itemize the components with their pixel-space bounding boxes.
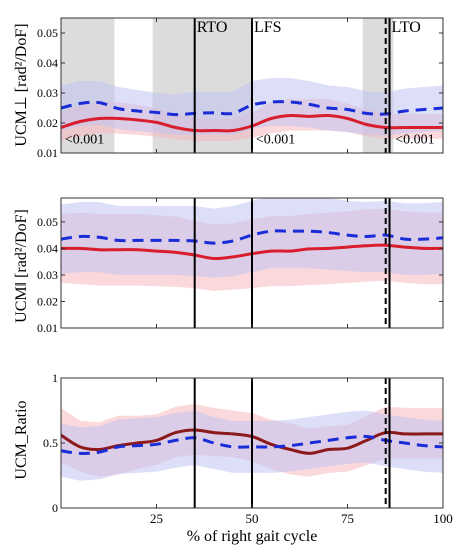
x-tick-label: 25 [150, 511, 163, 526]
y-tick-label: 0 [52, 501, 58, 515]
y-tick-label: 0.04 [37, 241, 58, 255]
x-tick-label: 50 [246, 511, 259, 526]
x-tick-label: 100 [433, 511, 453, 526]
y-tick-label: 0.02 [37, 294, 58, 308]
y-tick-label: 0.5 [43, 436, 58, 450]
y-axis-label: UCM‖ [rad²/DoF] [13, 209, 30, 323]
x-axis-label: % of right gait cycle [187, 528, 318, 545]
event-label: LTO [392, 19, 421, 36]
y-axis-label: UCM_Ratio [13, 400, 30, 479]
chart-panel-2: 0.01 0.02 0.03 0.04 0.05 UCM‖ [rad²/DoF] [13, 197, 444, 335]
y-tick-label: 0.03 [37, 86, 58, 100]
y-tick-label: 0.05 [37, 26, 58, 40]
chart-panel-3: 0 0.5 1 25 50 75 100 UCM_Ratio % of right gait c… [13, 371, 453, 545]
p-value-annotation: <0.001 [395, 133, 434, 148]
chart-panel-1: RTO LFS LTO <0.001 <0.001 <0.001 0.01 0.02 0.03 0… [13, 17, 444, 160]
y-tick-label: 0.01 [37, 321, 58, 335]
p-value-annotation: <0.001 [65, 133, 104, 148]
series-line-2 [61, 100, 443, 117]
series-line-2 [61, 434, 443, 455]
event-label: LFS [254, 19, 282, 36]
y-tick-label: 0.02 [37, 116, 58, 130]
y-tick-label: 0.01 [37, 146, 58, 160]
series-line-2 [61, 229, 443, 245]
y-tick-label: 0.04 [37, 56, 58, 70]
y-tick-label: 0.05 [37, 215, 58, 229]
y-tick-label: 0.03 [37, 268, 58, 282]
p-value-annotation: <0.001 [256, 133, 295, 148]
event-label: RTO [197, 19, 228, 36]
y-tick-label: 1 [52, 371, 58, 385]
x-tick-label: 75 [341, 511, 354, 526]
y-axis-label: UCM⊥ [rad²/DoF] [13, 23, 30, 146]
